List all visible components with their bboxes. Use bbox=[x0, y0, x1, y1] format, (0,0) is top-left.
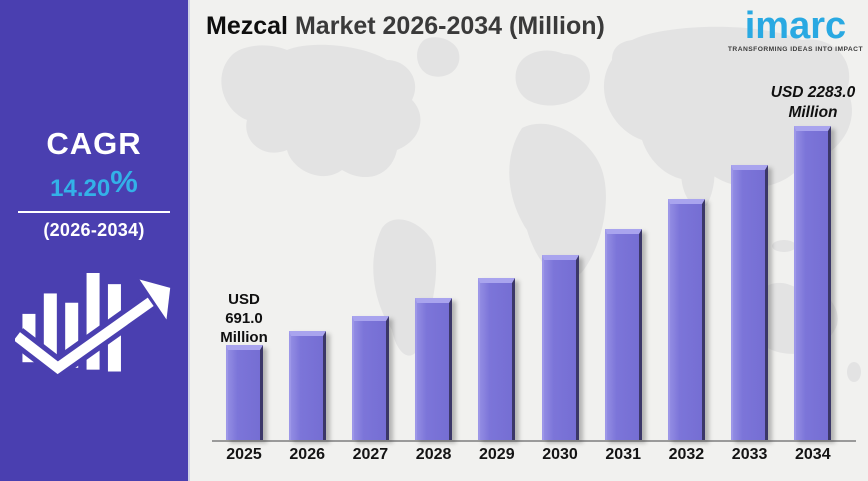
title-primary: Mezcal bbox=[206, 12, 288, 40]
percent-sign: % bbox=[110, 163, 138, 199]
value-label-2025: USD 691.0 Million bbox=[220, 291, 268, 346]
year-label-2033: 2033 bbox=[731, 446, 768, 463]
year-label-2027: 2027 bbox=[352, 446, 389, 463]
growth-chart-arrow-icon bbox=[15, 272, 171, 381]
chart-area: Mezcal Market 2026-2034 (Million) imarc T… bbox=[192, 0, 868, 481]
cagr-sidebar: CAGR 14.20% (2026-2034) bbox=[0, 0, 190, 481]
divider-line bbox=[18, 210, 170, 213]
year-label-2034: 2034 bbox=[795, 446, 831, 463]
year-label-2025: 2025 bbox=[226, 446, 262, 463]
bar-2025 bbox=[225, 345, 263, 440]
bar-2026 bbox=[288, 331, 326, 440]
cagr-period: (2026-2034) bbox=[43, 219, 145, 240]
cagr-value: 14.20% bbox=[50, 166, 138, 201]
cagr-label: CAGR bbox=[46, 126, 142, 161]
year-label-2031: 2031 bbox=[605, 446, 641, 463]
bar-2028 bbox=[415, 298, 453, 440]
year-label-2026: 2026 bbox=[289, 446, 325, 463]
imarc-wordmark: imarc bbox=[744, 5, 847, 47]
year-label-2032: 2032 bbox=[668, 446, 705, 463]
cagr-number: 14.20 bbox=[50, 174, 111, 202]
bar-2027 bbox=[351, 316, 389, 440]
value-label-2034: USD 2283.0 Million bbox=[770, 84, 856, 121]
bar-2029 bbox=[478, 278, 516, 440]
bar-2031 bbox=[604, 229, 642, 440]
imarc-tagline: TRANSFORMING IDEAS INTO IMPACT bbox=[727, 46, 863, 54]
bar-2034 bbox=[794, 126, 832, 440]
bar-2033 bbox=[731, 165, 769, 440]
year-label-2028: 2028 bbox=[415, 446, 452, 463]
title-rest: Market 2026-2034 (Million) bbox=[294, 12, 605, 40]
year-label-2030: 2030 bbox=[542, 446, 578, 463]
bar-2030 bbox=[541, 255, 579, 440]
page-title: Mezcal Market 2026-2034 (Million) bbox=[206, 12, 605, 41]
bar-2032 bbox=[667, 199, 705, 440]
year-label-2029: 2029 bbox=[479, 446, 515, 463]
imarc-logo: imarc TRANSFORMING IDEAS INTO IMPACT bbox=[727, 5, 863, 54]
x-axis-line bbox=[212, 440, 856, 442]
